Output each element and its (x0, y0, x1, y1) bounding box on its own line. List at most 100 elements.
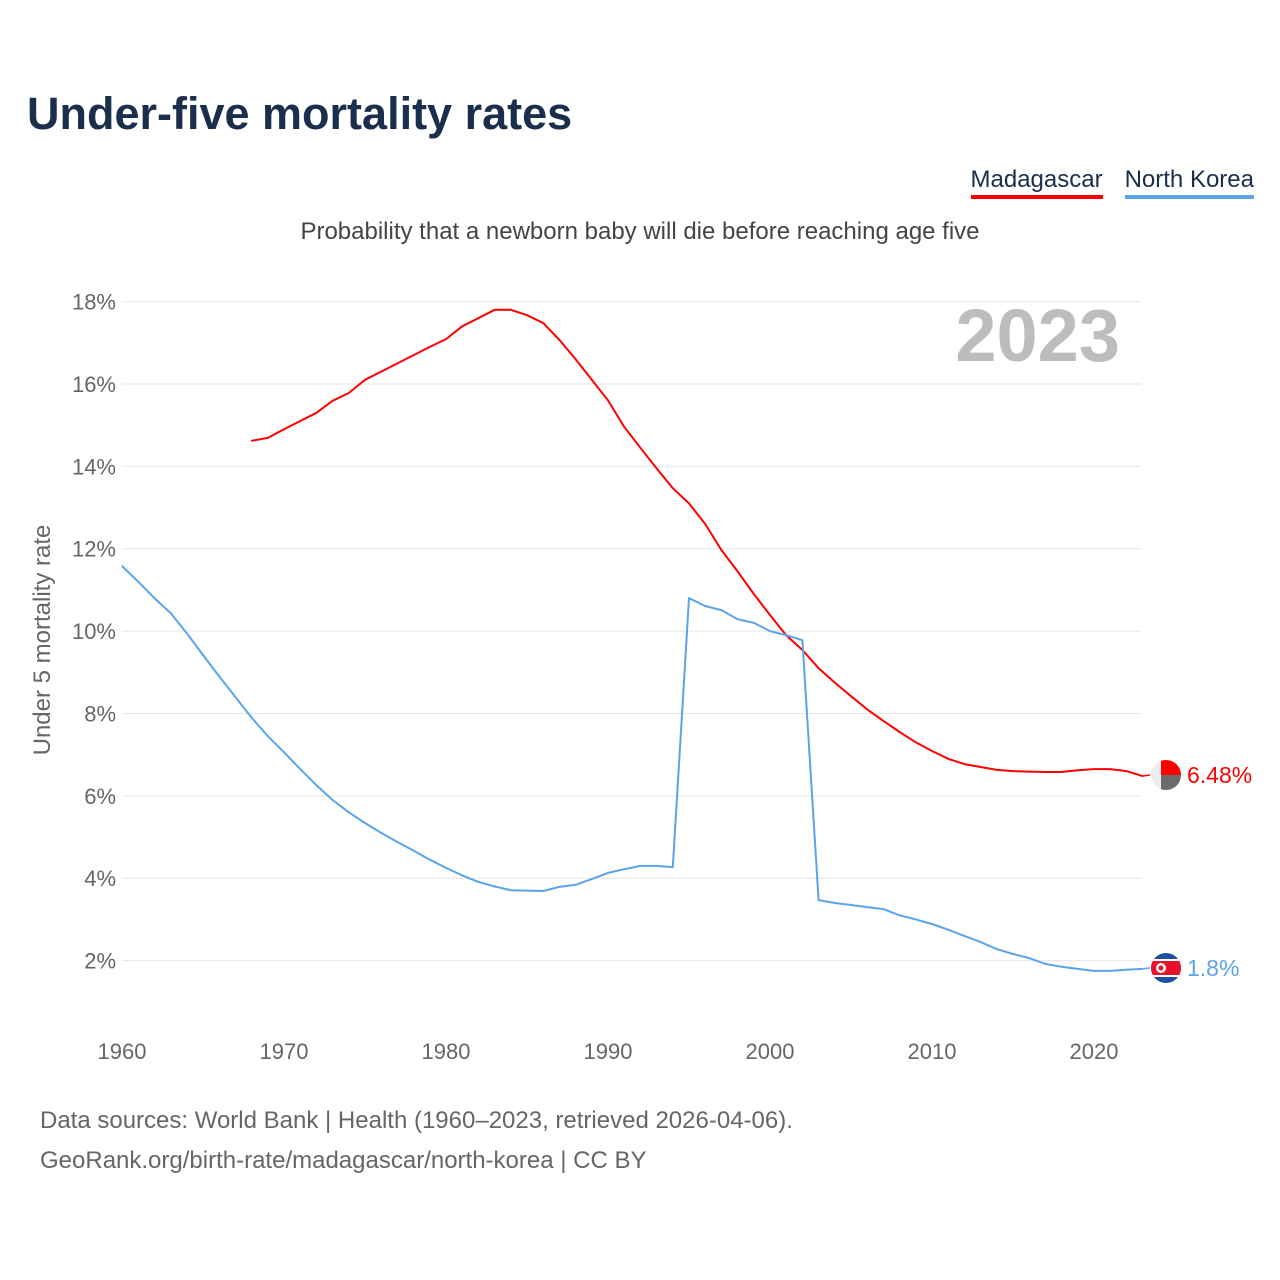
end-connector (1142, 774, 1151, 777)
data-point (866, 906, 868, 908)
y-axis-label: Under 5 mortality rate (29, 525, 56, 756)
data-point (331, 799, 334, 801)
data-point (817, 899, 820, 901)
data-point (1093, 768, 1095, 770)
data-point (510, 889, 512, 891)
data-point (267, 735, 269, 737)
data-point (850, 695, 852, 697)
y-tick-label: 14% (72, 454, 116, 479)
data-point (510, 309, 512, 311)
x-tick-label: 1980 (422, 1039, 471, 1064)
data-point (283, 751, 285, 753)
data-point (493, 885, 496, 888)
data-point (461, 325, 464, 328)
data-point (931, 923, 933, 925)
data-point (250, 716, 253, 719)
y-tick-label: 8% (84, 701, 116, 726)
legend: Madagascar North Korea (970, 166, 1254, 199)
data-point (364, 379, 366, 381)
data-point (947, 757, 949, 760)
y-tick-label: 4% (84, 866, 116, 891)
data-point (817, 667, 820, 669)
chart-title: Under-five mortality rates (27, 88, 573, 139)
data-point (493, 309, 496, 311)
data-point (429, 346, 431, 348)
y-tick-label: 12% (72, 537, 116, 562)
data-point (202, 654, 204, 656)
data-point (461, 874, 464, 877)
data-point (898, 914, 901, 917)
data-point (1109, 768, 1111, 770)
data-point (445, 867, 447, 869)
x-tick-label: 1970 (260, 1039, 309, 1064)
data-point (996, 769, 998, 771)
x-tick-label: 1960 (98, 1039, 147, 1064)
data-point (672, 487, 674, 489)
data-point (1077, 769, 1079, 772)
data-point (477, 881, 480, 883)
data-point (785, 634, 787, 637)
chart-subtitle: Probability that a newborn baby will die… (300, 218, 980, 245)
data-point (882, 908, 885, 910)
data-point (1125, 968, 1128, 971)
data-point (121, 565, 123, 567)
north-korea-flag-icon (1151, 953, 1181, 983)
data-point (299, 768, 302, 770)
legend-madagascar[interactable]: Madagascar (970, 166, 1103, 199)
data-point (412, 354, 415, 356)
data-point (1109, 970, 1111, 972)
data-point (542, 890, 544, 892)
data-point (574, 884, 577, 886)
data-point (963, 935, 966, 937)
data-point (218, 675, 220, 678)
data-point (655, 467, 658, 470)
data-point (1060, 771, 1063, 773)
data-point (1044, 771, 1047, 773)
data-point (396, 841, 399, 843)
end-value-label: 6.48% (1187, 762, 1252, 788)
data-point (769, 630, 771, 632)
data-point (1060, 965, 1063, 968)
legend-north-korea[interactable]: North Korea (1124, 166, 1254, 199)
data-point (1012, 770, 1014, 772)
data-point (866, 708, 868, 711)
data-point (1077, 968, 1079, 970)
data-point (1044, 963, 1047, 965)
data-point (348, 392, 350, 394)
y-tick-label: 10% (72, 619, 116, 644)
data-point (137, 580, 139, 583)
data-point (979, 941, 982, 943)
data-point (526, 314, 528, 316)
data-point (769, 614, 771, 616)
data-point (380, 832, 383, 834)
x-tick-label: 2010 (908, 1039, 957, 1064)
data-point (1012, 953, 1014, 955)
data-point (834, 681, 836, 684)
data-point (526, 889, 528, 892)
data-point (250, 440, 253, 442)
data-point (412, 849, 415, 852)
x-tick-label: 2000 (746, 1039, 795, 1064)
data-point (1125, 770, 1128, 772)
data-point (720, 549, 723, 551)
series-line-madagascar (251, 308, 1143, 778)
data-point (591, 878, 593, 880)
data-point (915, 741, 917, 744)
data-point (380, 370, 383, 373)
data-point (315, 411, 318, 414)
data-point (834, 902, 836, 904)
data-point (331, 400, 334, 402)
madagascar-flag-icon (1151, 760, 1181, 790)
data-point (364, 822, 366, 824)
source-url[interactable]: GeoRank.org/birth-rate/madagascar/north-… (40, 1147, 647, 1174)
data-point (753, 622, 755, 624)
year-watermark: 2023 (955, 294, 1120, 377)
data-point (720, 609, 723, 611)
data-point (542, 322, 544, 324)
y-tick-label: 2% (84, 949, 116, 974)
data-point (850, 904, 852, 906)
data-point (607, 872, 609, 874)
end-value-label: 1.8% (1187, 955, 1239, 981)
series-line-north-korea (121, 565, 1143, 972)
data-point (299, 420, 302, 422)
